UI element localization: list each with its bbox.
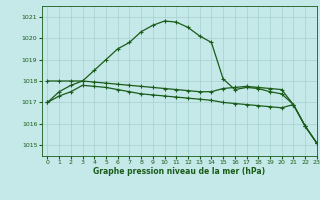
X-axis label: Graphe pression niveau de la mer (hPa): Graphe pression niveau de la mer (hPa): [93, 167, 265, 176]
